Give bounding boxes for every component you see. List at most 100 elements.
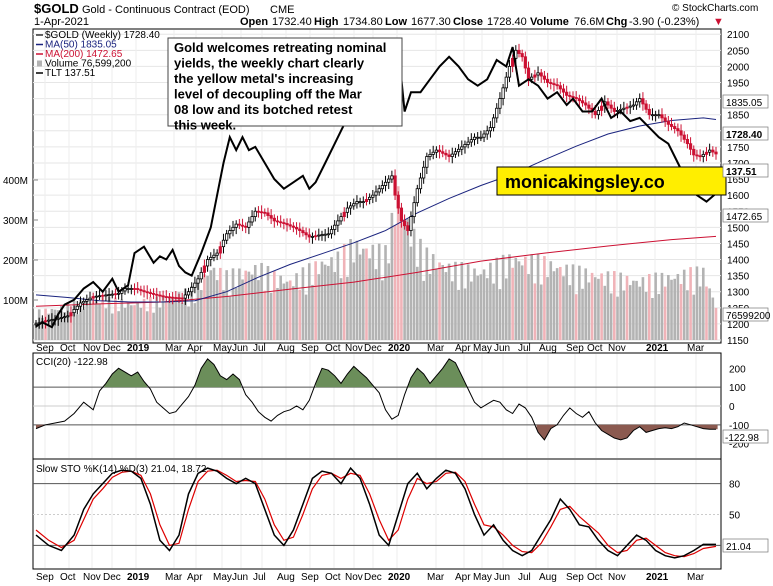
- cci-oversold-fill: [692, 424, 718, 430]
- candle-body: [495, 107, 499, 119]
- volume-bar: [158, 307, 162, 340]
- candle-body: [231, 226, 235, 231]
- chg-label: Chg: [606, 16, 627, 28]
- x-label-bottom: Aug: [277, 572, 295, 583]
- volume-bar: [651, 297, 654, 340]
- candle-body: [110, 293, 114, 296]
- x-label-bottom: May: [473, 572, 492, 583]
- candle-body: [479, 136, 483, 139]
- volume-bar: [619, 272, 622, 340]
- volume-bar: [479, 274, 483, 340]
- high-label: High: [314, 16, 339, 28]
- volume-bar: [371, 244, 375, 340]
- watermark-box: [496, 166, 727, 196]
- volume-bar: [546, 277, 549, 340]
- volume-bar: [396, 186, 400, 340]
- cci-overbought-fill: [315, 366, 373, 388]
- candle-body: [310, 235, 315, 238]
- candle-body: [650, 114, 655, 117]
- volume-bar: [670, 279, 673, 340]
- volume-bar: [609, 293, 613, 340]
- candle-body: [117, 292, 121, 295]
- candle-body: [69, 312, 73, 317]
- x-label-price: Dec: [103, 343, 121, 354]
- candle-body: [634, 101, 639, 106]
- volume-bar: [590, 272, 594, 340]
- candle-body: [383, 181, 388, 186]
- candle-body: [304, 232, 308, 236]
- annotation-line: the yellow metal's increasing: [174, 71, 353, 86]
- candle-body: [205, 259, 210, 267]
- volume-bars: [34, 186, 718, 340]
- candle-body: [453, 151, 458, 155]
- candle-body: [692, 148, 696, 156]
- volume-bar: [473, 268, 476, 340]
- x-axis-labels-bottom: Sep Oct Nov Dec 2019 Mar Apr May Jun Jul Aug Sep Oct…: [36, 572, 705, 583]
- legend-swatch: [37, 60, 42, 67]
- x-label-bottom: Oct: [325, 572, 341, 583]
- x-label-bottom: 2021: [646, 572, 669, 583]
- volume-bar: [695, 266, 699, 340]
- candle-body: [279, 221, 283, 224]
- candle-body: [183, 294, 187, 299]
- volume-bar: [257, 280, 260, 340]
- sto-tick: 80: [729, 480, 741, 491]
- volume-tag: 76599200: [726, 311, 771, 322]
- volume-bar: [95, 299, 98, 340]
- candle-body: [530, 76, 534, 80]
- legend-label: $GOLD (Weekly) 1728.40: [45, 30, 160, 41]
- volume-bar: [644, 291, 648, 340]
- volume-bar: [184, 288, 187, 340]
- x-label-price: Nov: [608, 343, 626, 354]
- candle-body: [158, 294, 162, 297]
- candle-body: [186, 291, 191, 296]
- candle-body: [511, 57, 515, 67]
- candle-body: [171, 296, 175, 299]
- candle-body: [654, 114, 658, 117]
- candle-body: [606, 101, 610, 106]
- candle-body: [263, 211, 267, 214]
- ma50-tag: 1835.05: [726, 98, 763, 109]
- volume-bar: [231, 268, 235, 340]
- volume-tick-label: 300M: [3, 216, 28, 227]
- volume-bar: [381, 280, 384, 340]
- volume-bar: [199, 290, 203, 340]
- legend-label: MA(200) 1472.65: [45, 49, 123, 60]
- candle-body: [450, 153, 454, 157]
- volume-bar: [654, 272, 657, 340]
- volume-bar: [444, 272, 448, 340]
- volume-bar: [333, 272, 336, 340]
- volume-bar: [476, 275, 479, 340]
- volume-bar: [203, 274, 206, 340]
- volume-bar: [584, 268, 588, 340]
- volume-bar: [539, 284, 543, 340]
- candle-body: [558, 85, 562, 90]
- volume-bar: [260, 262, 263, 340]
- volume-bar: [187, 306, 190, 340]
- ma50-line: [35, 117, 717, 303]
- volume-bar: [209, 270, 213, 340]
- volume-bar: [485, 278, 489, 340]
- candle-body: [561, 88, 566, 93]
- volume-bar: [136, 301, 139, 340]
- candle-body: [240, 224, 245, 227]
- volume-bar: [463, 288, 467, 340]
- candle-body: [301, 230, 305, 234]
- candle-body: [666, 120, 670, 125]
- volume-bar: [177, 292, 181, 340]
- candle-body: [704, 151, 709, 155]
- annotation-line: level of decoupling off the Mar: [174, 87, 362, 102]
- sto-tag-box: [722, 538, 769, 553]
- volume-bar: [679, 284, 683, 340]
- candle-body: [431, 151, 435, 155]
- volume-bar: [155, 296, 159, 340]
- candle-body: [714, 151, 718, 155]
- volume-bar: [238, 268, 241, 340]
- candle-body: [113, 293, 118, 296]
- cci-tick: -100: [729, 421, 749, 432]
- annotation-line: this week.: [174, 118, 236, 133]
- price-y-tick-label: 1950: [727, 79, 750, 90]
- candle-body: [485, 130, 489, 135]
- x-label-bottom: Mar: [687, 572, 705, 583]
- candle-body: [393, 175, 397, 196]
